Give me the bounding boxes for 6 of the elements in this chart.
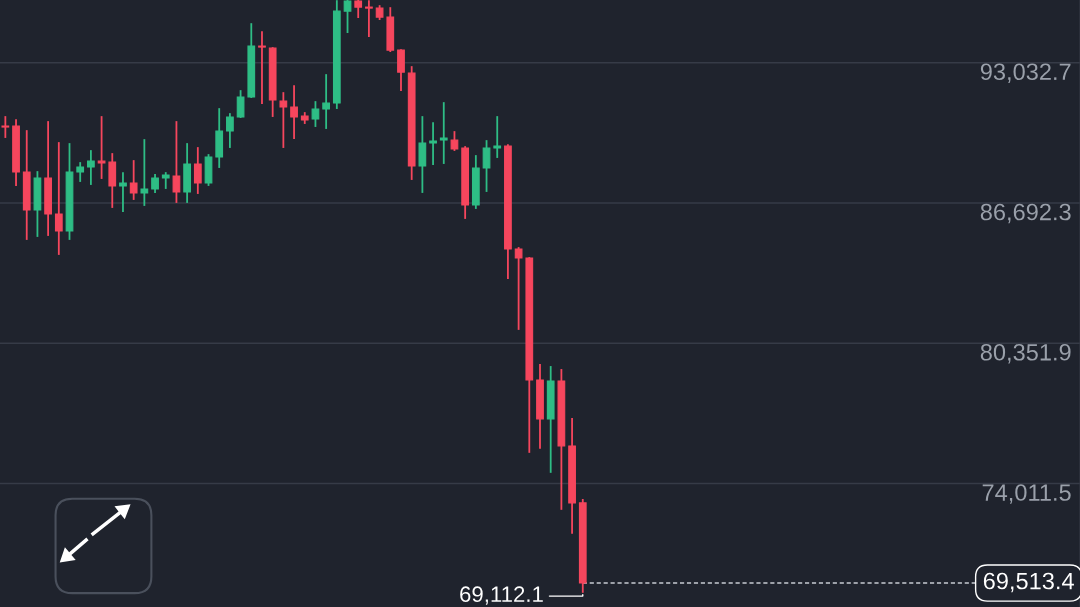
y-tick-label: 80,351.9 xyxy=(980,343,1071,364)
annotation: 69,112.1 xyxy=(460,586,543,605)
y-tick-label: 86,692.3 xyxy=(980,203,1071,224)
y-tick-label: 93,032.7 xyxy=(980,63,1071,83)
y-tick-label: 74,011.5 xyxy=(982,484,1071,504)
ref-line-label: 69,513.4 xyxy=(983,572,1074,593)
